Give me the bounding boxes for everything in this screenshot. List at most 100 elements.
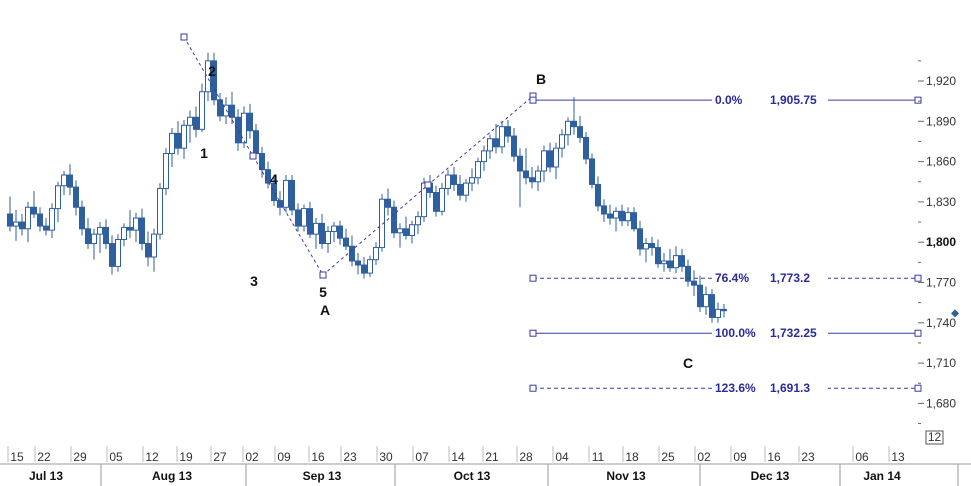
candle-body: [367, 259, 373, 274]
fib-handle-right: [914, 329, 922, 337]
candle-body: [553, 147, 559, 168]
x-day-label: 21: [485, 450, 499, 464]
candle-body: [595, 183, 601, 207]
candle-body: [517, 155, 523, 172]
candle-body: [337, 225, 343, 239]
wave-a-line: [183, 36, 324, 276]
x-month-label: Jan 14: [863, 469, 901, 483]
candle-body: [607, 213, 613, 219]
candle-body: [613, 210, 619, 219]
x-day-label: 16: [767, 450, 781, 464]
y-tick-label: 1,740: [926, 316, 956, 330]
candle-body: [661, 260, 667, 265]
candle-body: [91, 233, 97, 245]
candle-body: [79, 206, 85, 230]
candle-body: [61, 174, 67, 187]
x-day-label: 23: [801, 450, 815, 464]
candle-body: [511, 135, 517, 157]
fib-value-label: 1,773.2: [770, 271, 810, 285]
candle-body: [349, 245, 355, 262]
candle-body: [193, 116, 199, 130]
candle-body: [601, 205, 607, 215]
candle-body: [271, 182, 277, 202]
candle-body: [403, 228, 409, 236]
candle-body: [571, 120, 577, 128]
x-day-label: 19: [179, 450, 193, 464]
candle-body: [151, 233, 157, 258]
x-day-label: 09: [277, 450, 291, 464]
candle-body: [475, 161, 481, 179]
wave-label: 5: [319, 284, 327, 300]
candle-body: [331, 225, 337, 232]
anchor-handle: [319, 271, 327, 279]
x-day-label: 27: [213, 450, 227, 464]
x-month-label: Jul 13: [29, 469, 63, 483]
candle-body: [121, 226, 127, 241]
candle-body: [253, 130, 259, 155]
candle-body: [655, 247, 661, 265]
fib-handle-left: [529, 96, 537, 104]
candle-body: [397, 228, 403, 234]
candle-body: [7, 213, 13, 227]
candle-body: [85, 228, 91, 245]
candle-body: [355, 260, 361, 266]
candle-body: [421, 182, 427, 218]
fib-percent-label: 123.6%: [715, 381, 756, 395]
candle-body: [283, 179, 289, 208]
candle-body: [547, 150, 553, 168]
candle-body: [529, 177, 535, 183]
candle-body: [223, 104, 229, 117]
candle-body: [643, 243, 649, 250]
x-day-label: 05: [109, 450, 123, 464]
x-day-label: 16: [311, 450, 325, 464]
candle-body: [37, 213, 43, 227]
candle-body: [409, 224, 415, 236]
candle-body: [313, 222, 319, 235]
candle-body: [559, 134, 565, 149]
candle-body: [157, 187, 163, 235]
candle-body: [469, 177, 475, 184]
candle-body: [163, 153, 169, 189]
wave-label: 2: [208, 63, 216, 79]
candle-body: [667, 260, 673, 269]
x-month-label: Aug 13: [152, 469, 192, 483]
candle-body: [673, 255, 679, 269]
candle-body: [583, 136, 589, 160]
candle-body: [145, 243, 151, 258]
anchor-handle: [249, 152, 257, 160]
y-tick-label: 1,860: [926, 155, 956, 169]
candle-body: [325, 230, 331, 245]
candle-body: [301, 208, 307, 227]
x-day-label: 30: [379, 450, 393, 464]
x-axis: 15 22 29 05 12 19 27 02 09 16 23 30 07 14 21 28 04 11 18 25…: [0, 430, 971, 486]
x-day-label: 13: [891, 450, 905, 464]
fib-percent-label: 0.0%: [715, 93, 743, 107]
x-day-label: 18: [625, 450, 639, 464]
candle-body: [247, 112, 253, 132]
candle-body: [31, 206, 37, 215]
candle-body: [169, 132, 175, 155]
y-tick-label: 1,830: [926, 195, 956, 209]
candle-body: [487, 138, 493, 152]
x-day-label: 29: [73, 450, 87, 464]
candle-body: [439, 187, 445, 212]
x-day-label: 14: [451, 450, 465, 464]
fib-handle-right: [914, 96, 922, 104]
candle-body: [25, 206, 31, 230]
candle-body: [577, 126, 583, 138]
fib-value-label: 1,732.25: [770, 326, 817, 340]
candle-body: [463, 182, 469, 196]
candle-body: [535, 170, 541, 183]
anchor-handle: [424, 181, 432, 189]
candles-layer: [7, 52, 727, 323]
x-day-label: 06: [855, 450, 869, 464]
candle-body: [715, 308, 721, 318]
candle-body: [379, 198, 385, 249]
fib-handle-right: [914, 384, 922, 392]
candle-body: [721, 308, 727, 312]
x-day-label: 23: [343, 450, 357, 464]
candle-body: [697, 284, 703, 308]
last-price-marker: [951, 309, 959, 318]
candle-body: [97, 226, 103, 235]
